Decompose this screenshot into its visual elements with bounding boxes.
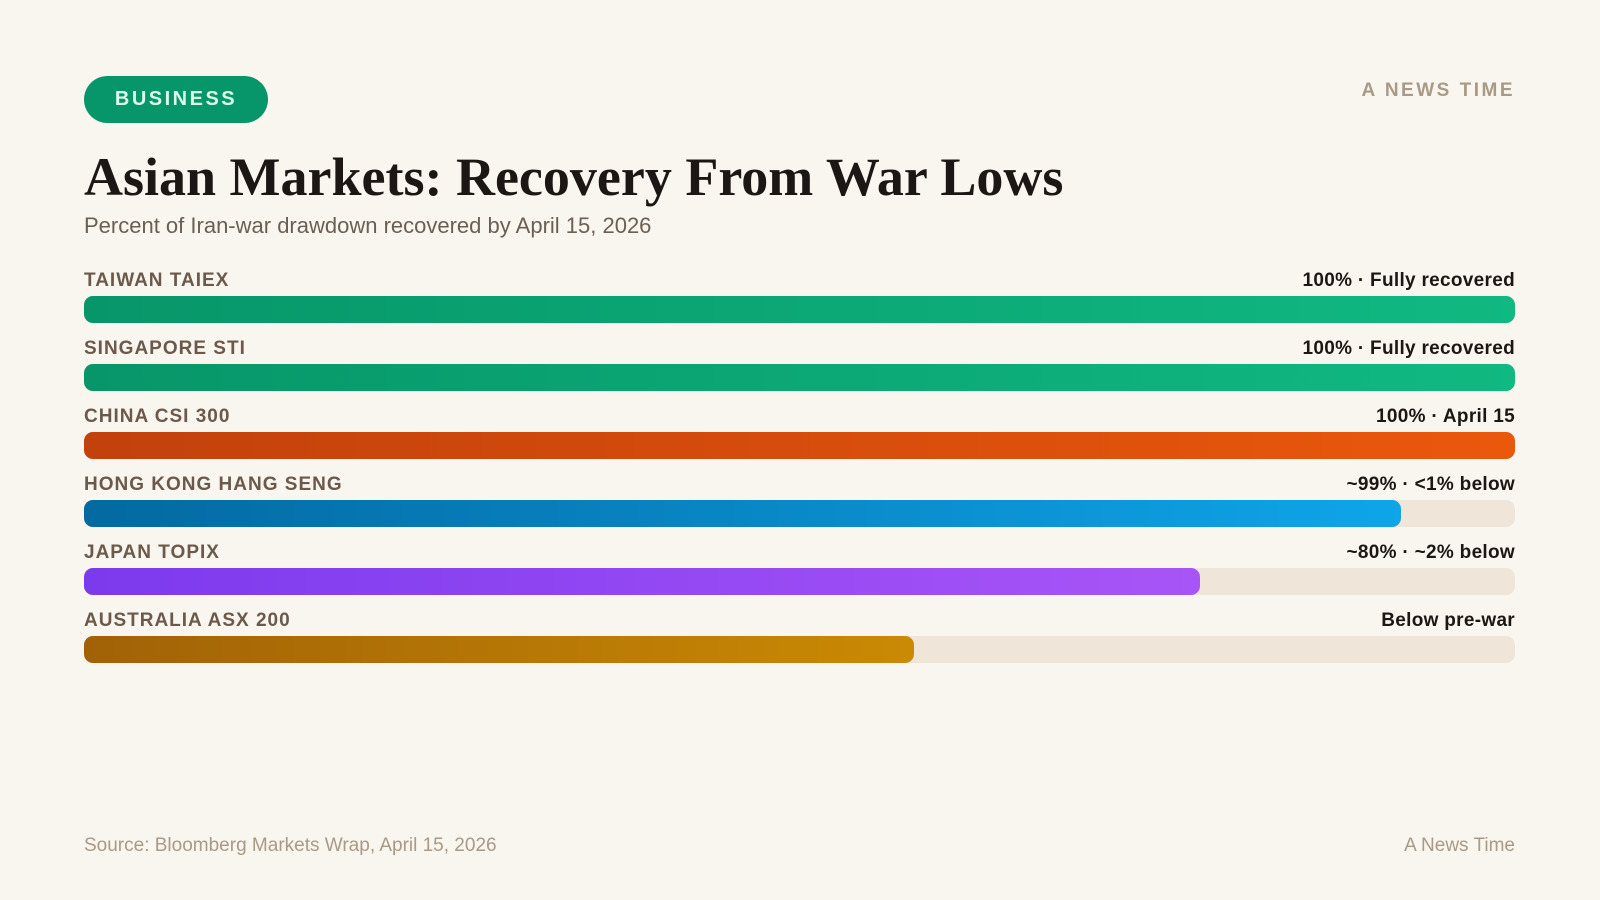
chart-title: Asian Markets: Recovery From War Lows bbox=[84, 147, 1064, 207]
source-note: Source: Bloomberg Markets Wrap, April 15… bbox=[84, 835, 497, 856]
category-label: JAPAN TOPIX bbox=[84, 542, 220, 563]
category-label: AUSTRALIA ASX 200 bbox=[84, 610, 291, 631]
data-label: 100% · April 15 bbox=[1376, 406, 1515, 427]
bar-track bbox=[84, 500, 1515, 527]
data-label: ~80% · ~2% below bbox=[1346, 542, 1515, 563]
bar-track bbox=[84, 432, 1515, 459]
bar-row: JAPAN TOPIX ~80% · ~2% below bbox=[84, 540, 1515, 608]
brand-label: A NEWS TIME bbox=[1361, 80, 1515, 101]
category-label: CHINA CSI 300 bbox=[84, 406, 231, 427]
bar bbox=[84, 296, 1515, 323]
bar-row: AUSTRALIA ASX 200 Below pre-war bbox=[84, 608, 1515, 676]
bar-track bbox=[84, 636, 1515, 663]
data-label: ~99% · <1% below bbox=[1346, 474, 1515, 495]
bar-chart: TAIWAN TAIEX 100% · Fully recovered SING… bbox=[84, 268, 1515, 676]
footer-brand: A News Time bbox=[1404, 835, 1515, 856]
bar bbox=[84, 568, 1201, 595]
category-label: HONG KONG HANG SENG bbox=[84, 474, 343, 495]
category-label: SINGAPORE STI bbox=[84, 338, 246, 359]
bar bbox=[84, 432, 1515, 459]
category-label: TAIWAN TAIEX bbox=[84, 270, 230, 291]
bar-row: TAIWAN TAIEX 100% · Fully recovered bbox=[84, 268, 1515, 336]
data-label: Below pre-war bbox=[1381, 610, 1515, 631]
chart-subtitle: Percent of Iran-war drawdown recovered b… bbox=[84, 213, 652, 238]
bar-row: SINGAPORE STI 100% · Fully recovered bbox=[84, 336, 1515, 404]
category-badge: BUSINESS bbox=[84, 76, 268, 123]
bar-track bbox=[84, 568, 1515, 595]
bar-row: CHINA CSI 300 100% · April 15 bbox=[84, 404, 1515, 472]
bar-track bbox=[84, 364, 1515, 391]
data-label: 100% · Fully recovered bbox=[1302, 270, 1515, 291]
data-label: 100% · Fully recovered bbox=[1302, 338, 1515, 359]
bar-row: HONG KONG HANG SENG ~99% · <1% below bbox=[84, 472, 1515, 540]
bar bbox=[84, 636, 914, 663]
bar bbox=[84, 364, 1515, 391]
bar bbox=[84, 500, 1401, 527]
bar-track bbox=[84, 296, 1515, 323]
